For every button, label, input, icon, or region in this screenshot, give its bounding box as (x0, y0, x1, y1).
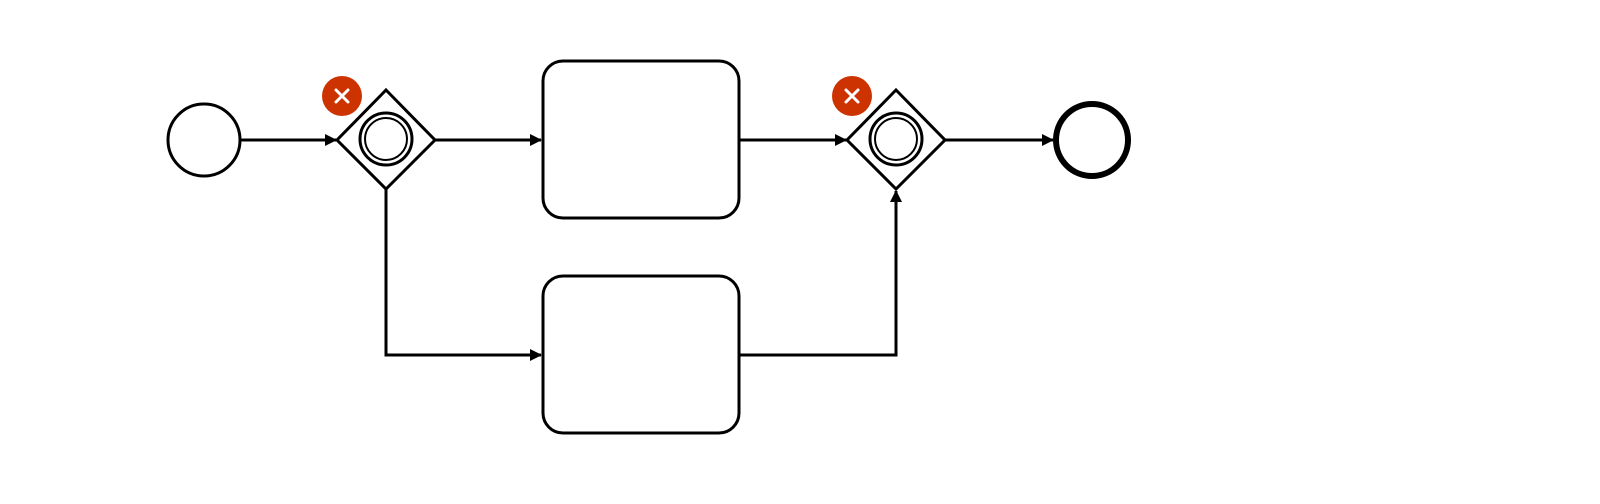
start-event[interactable] (166, 102, 242, 178)
task-top[interactable] (541, 59, 741, 220)
flow-task-bottom-to-join[interactable] (740, 190, 902, 357)
sequence-flows (240, 134, 1054, 361)
end-event[interactable] (1053, 101, 1131, 179)
close-icon (844, 88, 860, 104)
gateway-inner-ring-icon (874, 117, 918, 161)
flow-split-to-task-bottom[interactable] (384, 189, 542, 361)
error-marker-join[interactable] (832, 76, 872, 116)
close-icon (334, 88, 350, 104)
event-based-gateway-split[interactable] (334, 87, 438, 192)
event-based-gateway-join[interactable] (844, 87, 948, 192)
error-marker-split[interactable] (322, 76, 362, 116)
gateway-inner-ring-icon (364, 117, 408, 161)
task-bottom[interactable] (541, 274, 741, 435)
